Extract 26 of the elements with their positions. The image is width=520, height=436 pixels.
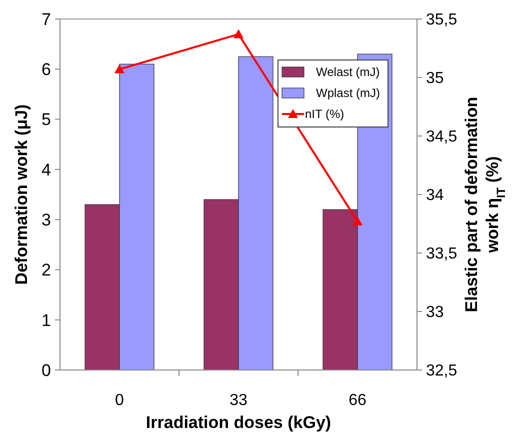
y2-tick-label: 34 [426,187,444,204]
y-tick-label: 1 [42,310,51,330]
legend-label: Wplast (mJ) [316,86,380,100]
legend-label: nIT (%) [305,107,344,122]
point [234,29,244,38]
x-tick-label: 0 [115,392,124,409]
point [114,64,124,74]
y2-tick-label: 35,5 [426,12,458,29]
y2-tick-label: 34,5 [426,128,458,146]
x-tick-label: 66 [348,392,366,409]
y2-tick-label: 33 [426,304,444,322]
x-tick-label: 33 [230,392,248,409]
y2-tick-label: 35 [426,70,444,88]
y-tick-label: 4 [42,160,51,180]
y2-tick-label: 33,5 [426,246,458,263]
legend-label: Welast (mJ) [316,65,380,80]
y-tick-label: 6 [42,60,51,80]
y-tick-label: 0 [42,360,51,380]
y-tick-label: 7 [42,10,51,29]
y2-tick-label: 32,5 [426,362,458,380]
point [352,216,362,226]
x-axis-title: Irradiation doses (kGy) [146,413,332,432]
y-tick-label: 2 [42,260,51,280]
y-tick-label: 5 [42,110,51,130]
y-tick-label: 3 [42,210,51,230]
y-axis-title: Deformation work (μJ) [12,104,31,285]
